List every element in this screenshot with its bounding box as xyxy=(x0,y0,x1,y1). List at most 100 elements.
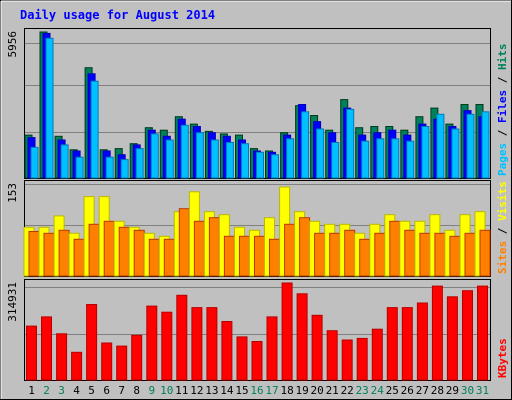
hits-files-pages-bars xyxy=(24,31,490,179)
side-label-part: Sites xyxy=(496,241,509,274)
sites-bar-day-18 xyxy=(284,223,296,277)
kbytes-bar-day-9 xyxy=(146,305,158,381)
side-label-part: KBytes xyxy=(496,338,509,378)
day-label-21: 21 xyxy=(326,384,339,397)
day-label-3: 3 xyxy=(58,384,65,397)
kbytes-bar-day-22 xyxy=(341,339,353,381)
sites-bar-day-30 xyxy=(464,232,476,277)
sites-bar-day-15 xyxy=(239,235,250,277)
pages-bar-day-3 xyxy=(60,144,69,179)
sites-bar-day-8 xyxy=(133,229,145,277)
kbytes-bar-day-19 xyxy=(296,293,308,381)
kbytes-bar-day-8 xyxy=(131,334,143,381)
visits-sites-panel: 153 Sites / Visits xyxy=(6,180,509,277)
pages-bar-day-14 xyxy=(225,142,234,179)
kbytes-bar-day-23 xyxy=(356,337,368,381)
side-label-part: Files xyxy=(496,90,509,123)
sites-bar-day-11 xyxy=(178,208,190,277)
day-label-15: 15 xyxy=(235,384,248,397)
day-label-18: 18 xyxy=(280,384,293,397)
pages-bar-day-9 xyxy=(150,133,159,179)
pages-bar-day-20 xyxy=(316,128,325,179)
side-label-part: Pages xyxy=(496,143,509,176)
pages-bar-day-21 xyxy=(331,142,340,179)
day-label-7: 7 xyxy=(118,384,125,397)
pages-bar-day-18 xyxy=(286,138,295,179)
kbytes-bar-day-12 xyxy=(191,307,203,381)
pages-bar-day-22 xyxy=(346,108,355,179)
kbytes-bar-day-18 xyxy=(281,282,293,381)
kbytes-bar-day-26 xyxy=(401,307,413,381)
day-label-23: 23 xyxy=(356,384,369,397)
kbytes-bar-day-31 xyxy=(477,285,488,381)
kbytes-bar-day-15 xyxy=(236,336,248,381)
sites-bar-day-6 xyxy=(103,220,115,277)
day-label-30: 30 xyxy=(461,384,474,397)
day-label-12: 12 xyxy=(190,384,203,397)
pages-bar-day-26 xyxy=(406,140,415,179)
visits-sites-bars xyxy=(23,186,491,277)
day-label-14: 14 xyxy=(220,384,234,397)
kbytes-bar-day-30 xyxy=(462,290,473,381)
day-label-19: 19 xyxy=(295,384,308,397)
kbytes-bar-day-29 xyxy=(446,296,458,381)
kbytes-bar-day-7 xyxy=(116,345,128,381)
sites-bar-day-20 xyxy=(314,232,326,277)
sites-bar-day-24 xyxy=(374,232,386,277)
side-label-part: / xyxy=(496,70,509,90)
sites-bar-day-29 xyxy=(449,235,461,277)
pages-bar-day-19 xyxy=(301,111,310,179)
day-label-31: 31 xyxy=(476,384,489,397)
sites-bar-day-26 xyxy=(404,229,416,277)
day-label-1: 1 xyxy=(28,384,35,397)
pages-bar-day-23 xyxy=(361,140,370,179)
sites-bar-day-4 xyxy=(73,238,85,277)
hits-files-pages-panel: 5956 Pages / Files / Hits xyxy=(6,28,509,179)
kbytes-bar-day-13 xyxy=(206,307,218,381)
sites-bar-day-1 xyxy=(28,231,40,277)
sites-bar-day-17 xyxy=(269,238,280,277)
kbytes-bar-day-14 xyxy=(221,321,233,381)
hits-files-pages-side-label: Pages / Files / Hits xyxy=(496,44,509,177)
side-label-part: / xyxy=(496,123,509,143)
kbytes-max-label: 314931 xyxy=(6,282,19,322)
day-label-28: 28 xyxy=(431,384,444,397)
day-label-8: 8 xyxy=(133,384,140,397)
sites-bar-day-27 xyxy=(419,232,431,277)
pages-bar-day-17 xyxy=(271,154,279,179)
sites-bar-day-3 xyxy=(58,229,70,277)
pages-bar-day-1 xyxy=(30,146,39,179)
day-label-10: 10 xyxy=(160,384,173,397)
pages-bar-day-5 xyxy=(90,80,99,179)
pages-bar-day-10 xyxy=(165,139,174,179)
chart-title: Daily usage for August 2014 xyxy=(20,8,215,22)
kbytes-bar-day-20 xyxy=(311,314,323,381)
sites-bar-day-31 xyxy=(479,229,491,277)
sites-bar-day-13 xyxy=(208,217,220,277)
kbytes-bar-day-6 xyxy=(101,342,113,381)
sites-bar-day-12 xyxy=(193,220,205,277)
kbytes-bar-day-3 xyxy=(56,333,68,381)
day-label-13: 13 xyxy=(205,384,218,397)
day-label-20: 20 xyxy=(310,384,323,397)
day-label-25: 25 xyxy=(386,384,399,397)
sites-bar-day-28 xyxy=(434,232,446,277)
pages-bar-day-12 xyxy=(195,132,204,179)
pages-bar-day-8 xyxy=(135,148,144,179)
side-label-part: Hits xyxy=(496,44,509,71)
sites-bar-day-19 xyxy=(299,217,311,277)
kbytes-bar-day-16 xyxy=(251,341,263,381)
day-label-24: 24 xyxy=(371,384,385,397)
day-label-17: 17 xyxy=(265,384,278,397)
kbytes-bar-day-11 xyxy=(176,294,188,381)
kbytes-bar-day-2 xyxy=(41,316,52,381)
kbytes-bar-day-4 xyxy=(71,351,83,381)
pages-bar-day-25 xyxy=(391,138,400,179)
pages-bar-day-24 xyxy=(376,138,385,179)
pages-bar-day-28 xyxy=(436,113,445,179)
kbytes-bar-day-5 xyxy=(86,304,98,381)
pages-bar-day-29 xyxy=(451,128,460,179)
sites-bar-day-23 xyxy=(359,238,371,277)
pages-bar-day-2 xyxy=(45,37,54,179)
